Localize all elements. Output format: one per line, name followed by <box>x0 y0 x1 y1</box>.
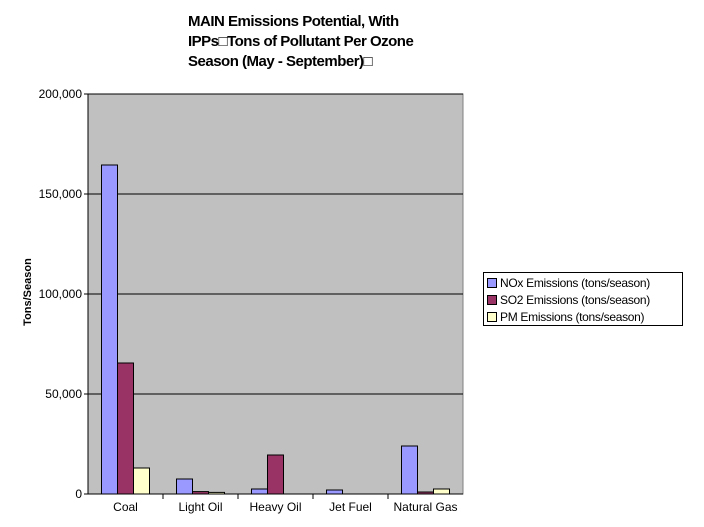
y-tick-label: 200,000 <box>39 87 83 101</box>
legend-item-so2: SO2 Emissions (tons/season) <box>487 291 679 308</box>
bar <box>133 467 150 495</box>
bar <box>401 445 418 495</box>
y-tick-label: 100,000 <box>39 287 83 301</box>
chart-title-line-2: IPPs□Tons of Pollutant Per Ozone <box>188 33 414 50</box>
bar <box>176 478 193 495</box>
legend-item-nox: NOx Emissions (tons/season) <box>487 274 679 291</box>
legend-swatch-nox <box>487 277 497 288</box>
legend: NOx Emissions (tons/season) SO2 Emission… <box>483 272 683 326</box>
y-tick-label: 50,000 <box>45 387 82 401</box>
bar <box>117 362 134 495</box>
x-tick-label: Coal <box>113 500 138 514</box>
axes: 0 50,000 100,000 150,000 200,000 Coal Light Oi… <box>39 87 463 514</box>
bar <box>101 164 118 495</box>
bars <box>101 164 450 495</box>
legend-swatch-pm <box>487 311 497 322</box>
gridlines <box>88 93 463 395</box>
bar <box>251 488 268 495</box>
y-tick-label: 0 <box>75 487 82 501</box>
bar <box>433 488 450 495</box>
chart-title-line-3: Season (May - September)□ <box>188 53 373 70</box>
legend-item-pm: PM Emissions (tons/season) <box>487 308 679 325</box>
x-tick-label: Heavy Oil <box>249 500 301 514</box>
x-tick-label: Light Oil <box>178 500 222 514</box>
y-tick-label: 150,000 <box>39 187 83 201</box>
x-tick-label: Jet Fuel <box>329 500 372 514</box>
x-tick-label: Natural Gas <box>393 500 457 514</box>
bar <box>326 489 343 495</box>
legend-swatch-so2 <box>487 294 497 305</box>
y-axis-title: Tons/Season <box>22 258 34 326</box>
legend-label-so2: SO2 Emissions (tons/season) <box>500 292 650 307</box>
chart-title-line-1: MAIN Emissions Potential, With <box>188 13 399 30</box>
chart-title: MAIN Emissions Potential, With IPPs□Tons… <box>188 12 488 72</box>
legend-label-pm: PM Emissions (tons/season) <box>500 309 645 324</box>
bar <box>267 454 284 495</box>
legend-label-nox: NOx Emissions (tons/season) <box>500 275 650 290</box>
